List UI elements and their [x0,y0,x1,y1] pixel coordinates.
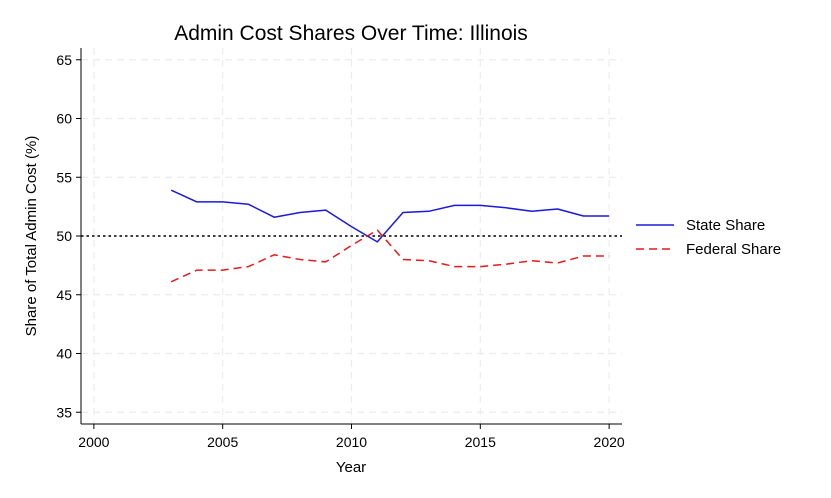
x-axis-label: Year [336,459,366,476]
x-tick-label: 2010 [336,434,367,450]
grid [81,48,622,424]
y-tick-label: 45 [56,287,72,303]
axes: 35 40 45 50 55 60 65 2000 2005 2010 2015 2020 [56,48,625,450]
series-layer [170,189,610,283]
x-tick-label: 2005 [207,434,238,450]
y-tick-label: 40 [56,346,72,362]
x-tick-label: 2020 [594,434,625,450]
chart-title: Admin Cost Shares Over Time: Illinois [174,22,528,45]
series-line-federal-share [170,229,610,283]
y-tick-label: 65 [56,52,72,68]
y-tick-label: 35 [56,404,72,420]
y-tick-label: 50 [56,228,72,244]
legend-label: State Share [686,217,765,234]
y-tick-label: 55 [56,169,72,185]
x-tick-label: 2000 [78,434,109,450]
legend-label: Federal Share [686,241,781,258]
y-axis-label: Share of Total Admin Cost (%) [23,136,40,337]
x-tick-label: 2015 [465,434,496,450]
series-line-state-share [170,189,610,243]
legend: State Share Federal Share [636,217,781,258]
y-tick-label: 60 [56,111,72,127]
